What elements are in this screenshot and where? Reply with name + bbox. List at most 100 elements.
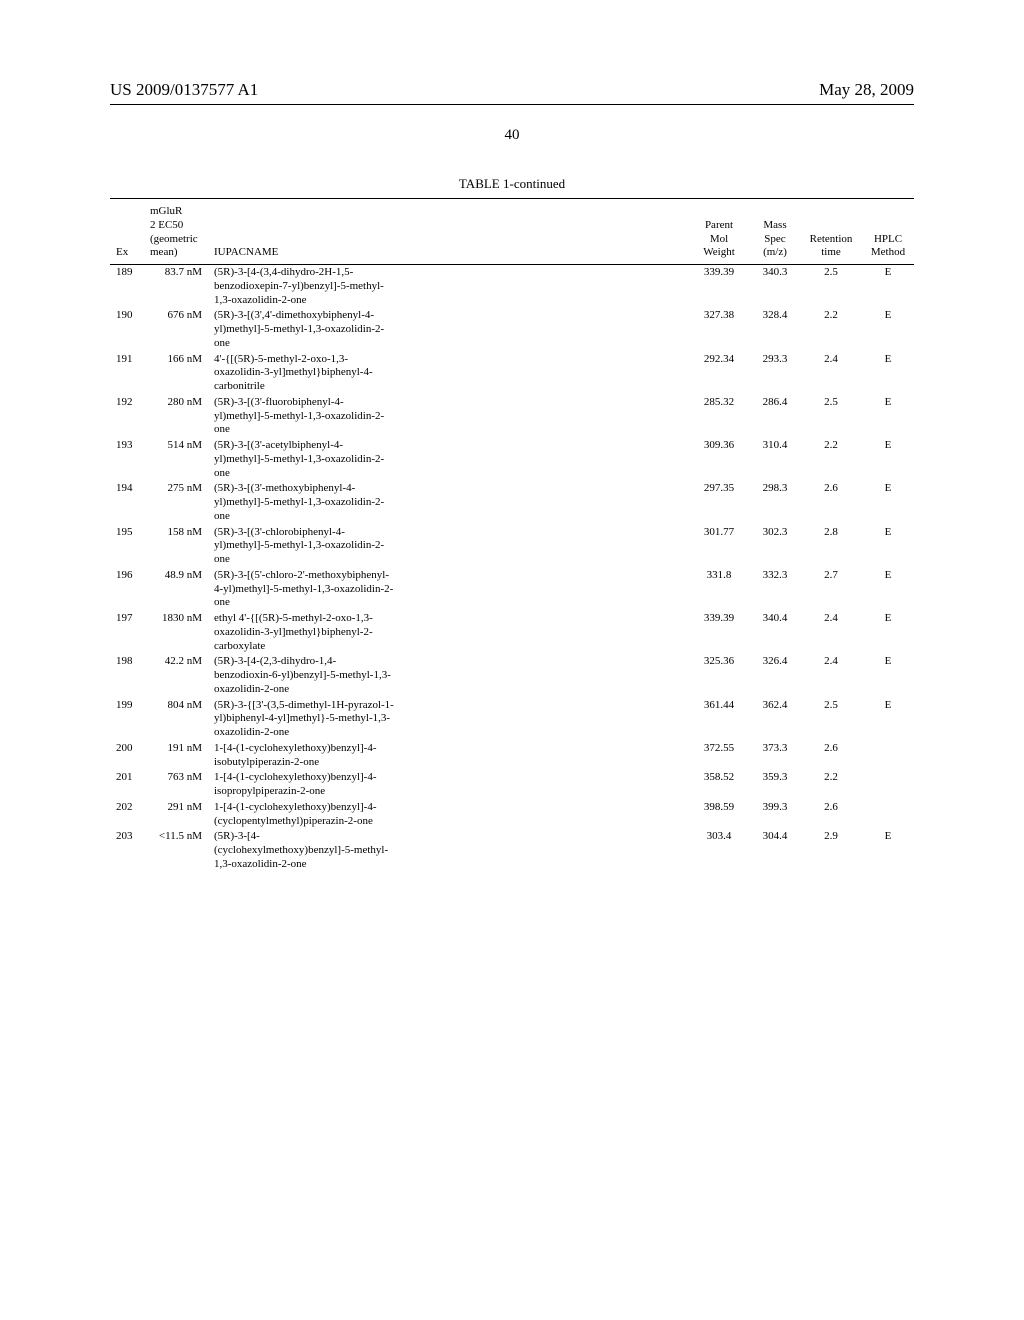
table-row: 19842.2 nM(5R)-3-[4-(2,3-dihydro-1,4-ben… [110,654,914,697]
cell: 340.3 [750,265,800,308]
cell: 399.3 [750,800,800,830]
cell: 514 nM [144,438,208,481]
cell: 358.52 [688,770,750,800]
cell-iupac: (5R)-3-[(5'-chloro-2'-methoxybiphenyl-4-… [208,568,688,611]
cell: 196 [110,568,144,611]
page: US 2009/0137577 A1 May 28, 2009 40 TABLE… [0,0,1024,1320]
cell: 195 [110,525,144,568]
table-row: 191166 nM4'-{[(5R)-5-methyl-2-oxo-1,3-ox… [110,352,914,395]
cell: 193 [110,438,144,481]
cell: 310.4 [750,438,800,481]
table-row: 192280 nM(5R)-3-[(3'-fluorobiphenyl-4-yl… [110,395,914,438]
cell: 309.36 [688,438,750,481]
cell: E [862,481,914,524]
cell: 332.3 [750,568,800,611]
cell: 327.38 [688,308,750,351]
cell [862,770,914,800]
cell: 201 [110,770,144,800]
cell: 292.34 [688,352,750,395]
cell: 189 [110,265,144,308]
cell: 298.3 [750,481,800,524]
cell: 676 nM [144,308,208,351]
cell: E [862,698,914,741]
table-row: 202291 nM1-[4-(1-cyclohexylethoxy)benzyl… [110,800,914,830]
cell: E [862,525,914,568]
page-header: US 2009/0137577 A1 May 28, 2009 [110,80,914,100]
cell: 2.6 [800,481,862,524]
cell: 203 [110,829,144,872]
cell: 339.39 [688,611,750,654]
cell: E [862,395,914,438]
cell: 192 [110,395,144,438]
cell: 2.4 [800,654,862,697]
cell: 325.36 [688,654,750,697]
cell-iupac: (5R)-3-[(3',4'-dimethoxybiphenyl-4-yl)me… [208,308,688,351]
cell: E [862,568,914,611]
table-row: 195158 nM(5R)-3-[(3'-chlorobiphenyl-4-yl… [110,525,914,568]
cell: 763 nM [144,770,208,800]
cell-iupac: 1-[4-(1-cyclohexylethoxy)benzyl]-4-(cycl… [208,800,688,830]
cell: <11.5 nM [144,829,208,872]
cell: E [862,308,914,351]
cell: 804 nM [144,698,208,741]
cell: 191 [110,352,144,395]
cell: 2.4 [800,352,862,395]
cell: 202 [110,800,144,830]
cell-iupac: (5R)-3-[(3'-methoxybiphenyl-4-yl)methyl]… [208,481,688,524]
cell: 275 nM [144,481,208,524]
header-rule [110,104,914,105]
cell-iupac: (5R)-3-{[3'-(3,5-dimethyl-1H-pyrazol-1-y… [208,698,688,741]
cell: 302.3 [750,525,800,568]
table-row: 203<11.5 nM(5R)-3-[4-(cyclohexylmethoxy)… [110,829,914,872]
table-head: Ex mGluR 2 EC50 (geometric mean) IUPACNA… [110,199,914,266]
cell: 199 [110,698,144,741]
cell: E [862,438,914,481]
cell: 285.32 [688,395,750,438]
cell-iupac: (5R)-3-[(3'-acetylbiphenyl-4-yl)methyl]-… [208,438,688,481]
table-body: 18983.7 nM(5R)-3-[4-(3,4-dihydro-2H-1,5-… [110,265,914,873]
cell: 191 nM [144,741,208,771]
cell-iupac: ethyl 4'-{[(5R)-5-methyl-2-oxo-1,3-oxazo… [208,611,688,654]
cell: 1830 nM [144,611,208,654]
col-mw: Parent Mol Weight [688,199,750,265]
cell: 339.39 [688,265,750,308]
table-caption: TABLE 1-continued [110,176,914,192]
col-rt: Retention time [800,199,862,265]
table-row: 18983.7 nM(5R)-3-[4-(3,4-dihydro-2H-1,5-… [110,265,914,308]
cell: 331.8 [688,568,750,611]
cell [862,800,914,830]
cell-iupac: (5R)-3-[(3'-fluorobiphenyl-4-yl)methyl]-… [208,395,688,438]
col-ec50: mGluR 2 EC50 (geometric mean) [144,199,208,265]
table-row: 1971830 nMethyl 4'-{[(5R)-5-methyl-2-oxo… [110,611,914,654]
cell: 297.35 [688,481,750,524]
cell: E [862,829,914,872]
cell-iupac: (5R)-3-[(3'-chlorobiphenyl-4-yl)methyl]-… [208,525,688,568]
cell: 2.2 [800,438,862,481]
cell: 373.3 [750,741,800,771]
cell: 2.5 [800,265,862,308]
cell-iupac: 4'-{[(5R)-5-methyl-2-oxo-1,3-oxazolidin-… [208,352,688,395]
cell: 2.5 [800,698,862,741]
cell: 2.2 [800,308,862,351]
cell: 293.3 [750,352,800,395]
col-iupac: IUPACNAME [208,199,688,265]
cell: 303.4 [688,829,750,872]
cell: 2.8 [800,525,862,568]
cell: 2.4 [800,611,862,654]
cell: 2.7 [800,568,862,611]
cell: 2.5 [800,395,862,438]
cell: 48.9 nM [144,568,208,611]
col-ex: Ex [110,199,144,265]
cell: 200 [110,741,144,771]
cell: 301.77 [688,525,750,568]
col-method: HPLC Method [862,199,914,265]
cell: 291 nM [144,800,208,830]
table-row: 199804 nM(5R)-3-{[3'-(3,5-dimethyl-1H-py… [110,698,914,741]
cell: 83.7 nM [144,265,208,308]
cell: 286.4 [750,395,800,438]
table-row: 190676 nM(5R)-3-[(3',4'-dimethoxybipheny… [110,308,914,351]
cell: 194 [110,481,144,524]
cell-iupac: 1-[4-(1-cyclohexylethoxy)benzyl]-4-isopr… [208,770,688,800]
cell: 359.3 [750,770,800,800]
cell: E [862,265,914,308]
